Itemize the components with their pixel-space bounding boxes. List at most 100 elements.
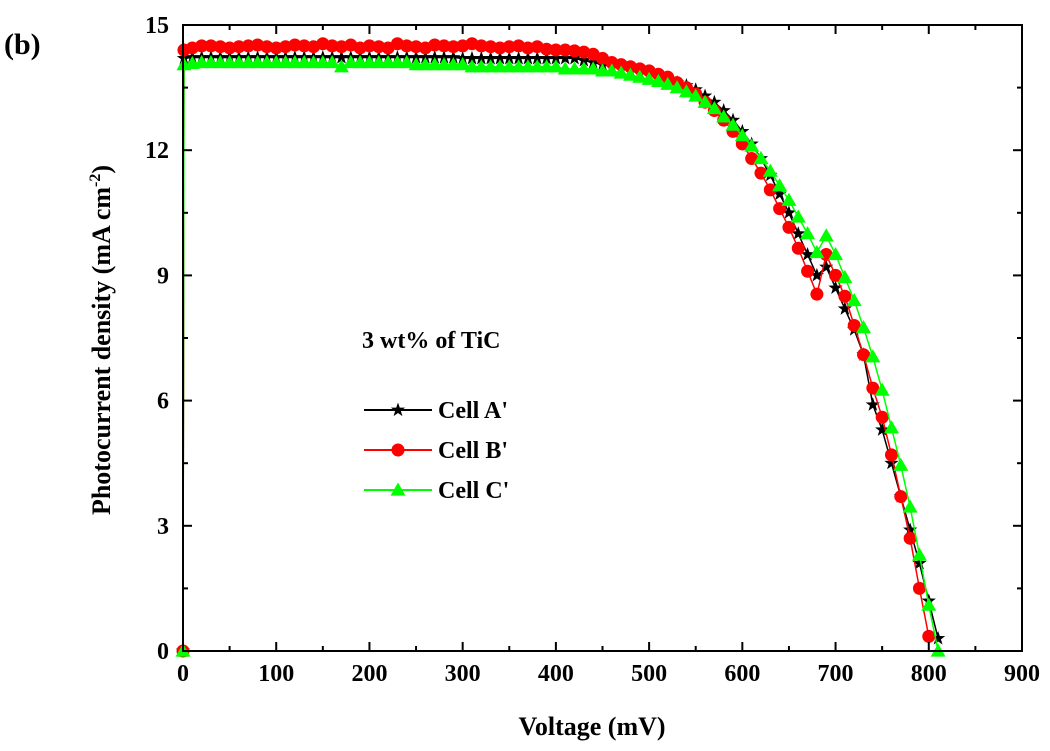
data-point [549,43,563,57]
series-line [182,56,939,652]
data-point [884,455,899,470]
x-tick-label: 900 [1004,661,1040,687]
data-point [418,50,433,64]
data-point [865,349,881,363]
data-point [810,287,824,301]
data-point [613,65,629,79]
data-point [912,581,926,595]
data-point [622,67,638,81]
y-axis-label-close: ) [87,165,116,174]
data-point [324,55,340,69]
legend-label: Cell B' [438,438,508,464]
x-tick-label: 300 [445,661,481,687]
x-tick-label: 600 [724,661,760,687]
y-tick-label: 12 [145,138,169,164]
data-point [716,109,732,123]
data-point [511,50,526,65]
y-tick-label: 3 [157,514,169,540]
x-tick-label: 500 [631,661,667,687]
data-point [297,39,311,53]
legend: Cell A' Cell B' Cell C' [364,398,509,504]
data-point [857,348,871,362]
data-point [828,280,843,294]
data-point [688,88,704,102]
data-point [819,259,834,274]
data-point [763,183,777,197]
data-point [883,420,899,434]
data-point [195,39,209,53]
data-point [809,244,825,259]
x-tick-label: 800 [911,661,947,687]
data-point [790,209,806,223]
data-point [558,50,573,65]
data-point [865,397,880,411]
data-point [846,292,862,307]
data-point [744,138,760,152]
data-point [697,94,713,108]
data-point [837,269,853,284]
data-point [502,40,516,54]
data-point [241,39,255,53]
data-point [772,186,787,201]
y-tick-label: 6 [157,389,169,415]
data-point [492,50,508,65]
data-point [400,39,414,53]
data-point [669,80,685,94]
data-point [567,50,582,65]
data-point [437,39,451,53]
data-point [604,63,620,77]
data-point [585,61,601,75]
data-point [856,320,872,334]
data-point [558,43,572,57]
x-tick-label: 100 [258,661,294,687]
data-point [838,289,852,303]
x-axis: 0 100 200 300 400 500 600 700 800 900 [177,25,1040,687]
data-point [809,267,825,282]
data-point [632,69,648,83]
data-point [540,42,554,56]
data-point [539,50,554,65]
data-point [930,630,946,645]
y-axis: 0 3 6 9 12 15 [145,13,1022,665]
data-point [922,629,936,643]
data-point [474,39,488,53]
data-point [464,50,480,65]
data-point [781,192,797,206]
data-point [801,264,815,278]
data-point [325,39,339,53]
y-tick-label: 9 [157,263,169,289]
data-point [818,228,834,242]
data-point [753,151,769,165]
data-point [288,38,302,52]
data-point [791,241,805,255]
data-point [866,381,880,395]
data-point [874,382,890,396]
data-point [232,40,246,54]
data-point [399,55,415,69]
data-point [725,117,741,131]
legend-marker [390,402,406,417]
series-line [182,61,939,652]
y-tick-label: 15 [145,13,169,39]
x-tick-label: 700 [818,661,854,687]
data-point [791,226,806,240]
data-point [660,76,676,90]
series-circle [176,37,936,658]
data-point [921,597,937,611]
data-point [362,39,376,53]
data-point [781,205,797,219]
legend-label: Cell A' [438,398,508,424]
data-point [408,50,424,64]
data-point [912,555,927,570]
data-point [428,38,442,52]
data-point [427,50,442,64]
data-point [884,448,898,462]
data-point [548,59,564,73]
x-tick-label: 400 [538,661,574,687]
data-point [911,547,927,561]
data-point [446,50,461,64]
series-line [182,42,930,652]
x-tick-label: 0 [177,661,189,687]
series-triangle [175,55,946,657]
y-tick-label: 0 [157,639,169,665]
